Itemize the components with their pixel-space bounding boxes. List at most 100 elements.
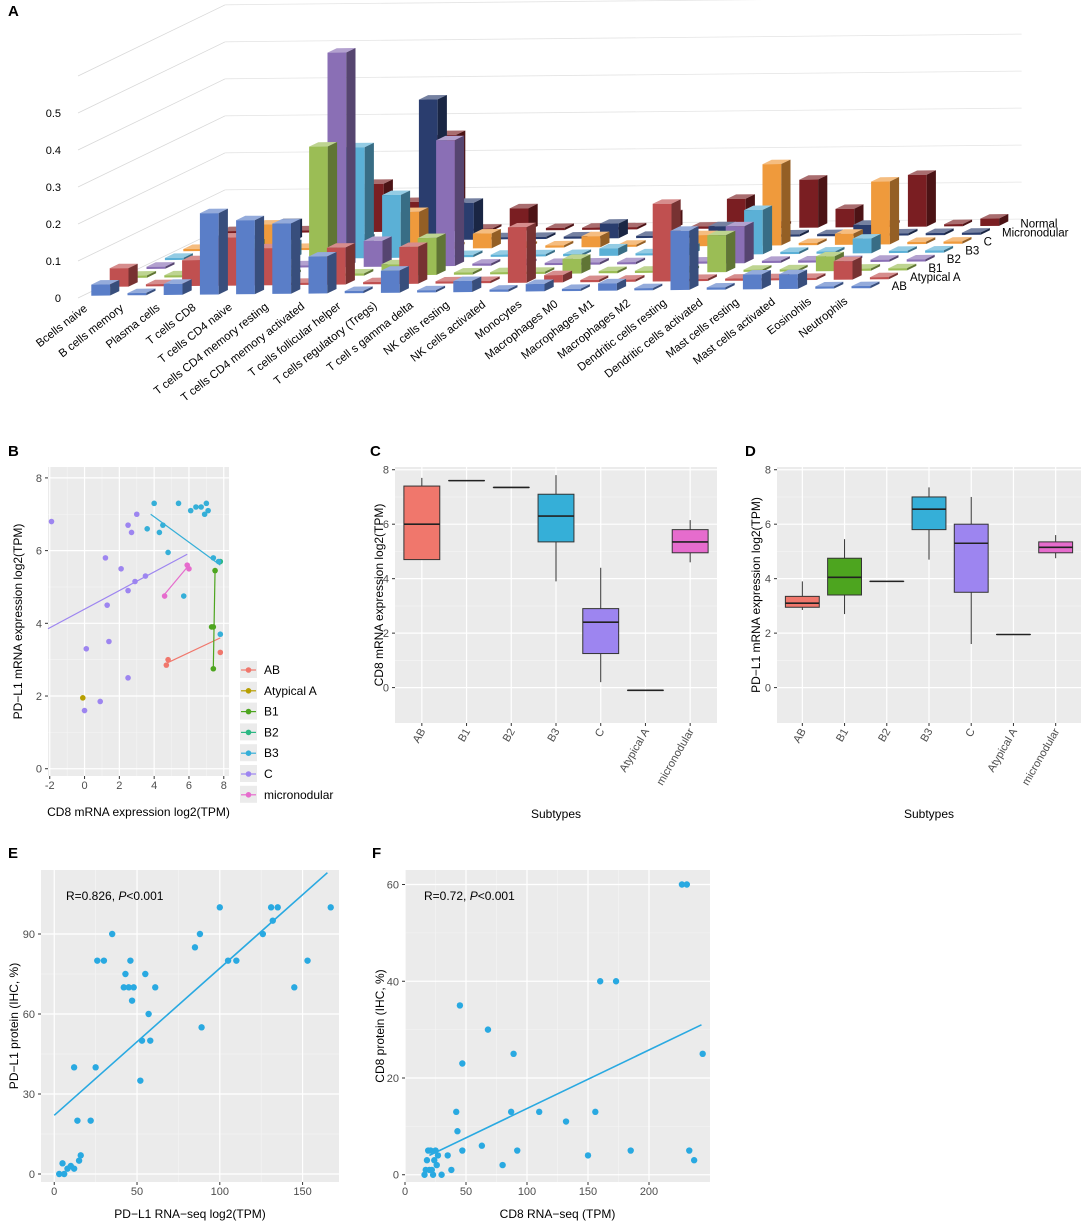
bar-front (834, 233, 854, 245)
bar-side (473, 198, 484, 240)
x-tick-label: 100 (211, 1186, 229, 1198)
bar-front (472, 263, 492, 266)
bar-front (870, 259, 890, 262)
regression-line (53, 872, 328, 1116)
bar-top (146, 262, 175, 267)
x-tick-label: 0 (81, 780, 87, 792)
bar-top (417, 233, 446, 239)
data-point (125, 587, 131, 594)
bar-top (706, 282, 735, 288)
bar-side (526, 222, 536, 283)
bar-side (183, 253, 193, 260)
bar-top (109, 263, 138, 269)
bar-side (761, 270, 771, 290)
bar-side (580, 284, 590, 291)
wall-gridline (77, 78, 226, 151)
data-point (97, 698, 104, 705)
data-point (142, 573, 149, 579)
data-point (175, 500, 182, 507)
z-tick-label: 0.4 (46, 145, 61, 157)
bar-side (870, 281, 880, 289)
bar-side (889, 177, 900, 245)
bar-top (851, 281, 880, 287)
data-point (151, 500, 157, 507)
bar-front (544, 262, 564, 266)
data-point (421, 1171, 428, 1178)
box-b3 (537, 493, 575, 543)
bar-top (599, 243, 628, 249)
data-point (87, 1117, 94, 1124)
data-point (259, 930, 267, 938)
bar-side (545, 267, 555, 274)
bar-side (364, 268, 374, 276)
bar-front (835, 208, 855, 228)
bar-front (363, 240, 383, 267)
bar-side (653, 283, 663, 291)
z-tick-label: 0.1 (46, 256, 61, 268)
x-tick-label: 100 (518, 1186, 536, 1198)
data-point (584, 1152, 592, 1159)
bar-side (599, 257, 609, 265)
bar-top (761, 256, 790, 261)
category-label: B cells memory (57, 302, 127, 360)
bar-front (236, 220, 255, 295)
panel-c-boxplot: 0 2 4 6 8 Subtypes CD8 mRNA expression log2(TP… (372, 465, 717, 821)
y-axis-title: PD−L1 protein (IHC, %) (7, 963, 21, 1089)
data-point (152, 984, 159, 991)
x-tick-label: AB (411, 727, 429, 746)
bar-top (943, 237, 972, 242)
bar-side (618, 243, 628, 256)
bar-side (799, 229, 809, 237)
bar-top (417, 285, 446, 291)
bar-side (618, 219, 628, 239)
bar-top (563, 231, 592, 237)
bar-side (780, 256, 790, 263)
data-point (196, 930, 204, 938)
data-point (83, 645, 90, 652)
annotation-p-italic: P (118, 889, 126, 903)
data-point (431, 1157, 438, 1164)
bar-side (600, 231, 610, 248)
bar-front (815, 256, 835, 272)
bar-side (943, 245, 954, 253)
bar-side (637, 222, 647, 230)
bar-front (798, 242, 818, 246)
bar-front (852, 238, 872, 254)
data-point (125, 675, 131, 681)
bar-top (690, 222, 719, 227)
bar-side (581, 254, 591, 274)
regression-line (429, 1024, 702, 1157)
bar-side (146, 288, 156, 296)
panel-letter-b: B (8, 443, 19, 460)
bar-top (852, 234, 881, 239)
bar-top (418, 95, 447, 100)
box-c (953, 523, 989, 593)
bar-front (545, 245, 565, 248)
bar-side (564, 240, 574, 248)
bar-front (799, 179, 819, 228)
bar-side (128, 263, 138, 287)
bar-front (888, 250, 908, 254)
data-point (180, 593, 187, 599)
bar-front (817, 233, 836, 237)
bar-front (726, 198, 746, 229)
x-axis-title: Subtypes (904, 807, 954, 821)
bar-top (563, 249, 592, 254)
bar-top (308, 252, 337, 257)
bar-front (490, 254, 510, 257)
data-point (217, 649, 224, 656)
bar-side (762, 205, 773, 255)
bar-side (472, 267, 482, 275)
bar-front (127, 292, 147, 296)
bar-front (652, 203, 672, 282)
x-tick-label: 50 (131, 1186, 143, 1198)
x-tick-label: 150 (579, 1186, 597, 1198)
bar-top (762, 159, 791, 165)
bar-front (525, 283, 545, 292)
data-point (128, 997, 136, 1004)
data-point (428, 1166, 436, 1174)
bar-front (925, 250, 944, 253)
series-label: Atypical A (910, 272, 961, 284)
bar-side (508, 285, 518, 292)
x-axis-title: PD−L1 RNA−seq log2(TPM) (114, 1207, 265, 1221)
